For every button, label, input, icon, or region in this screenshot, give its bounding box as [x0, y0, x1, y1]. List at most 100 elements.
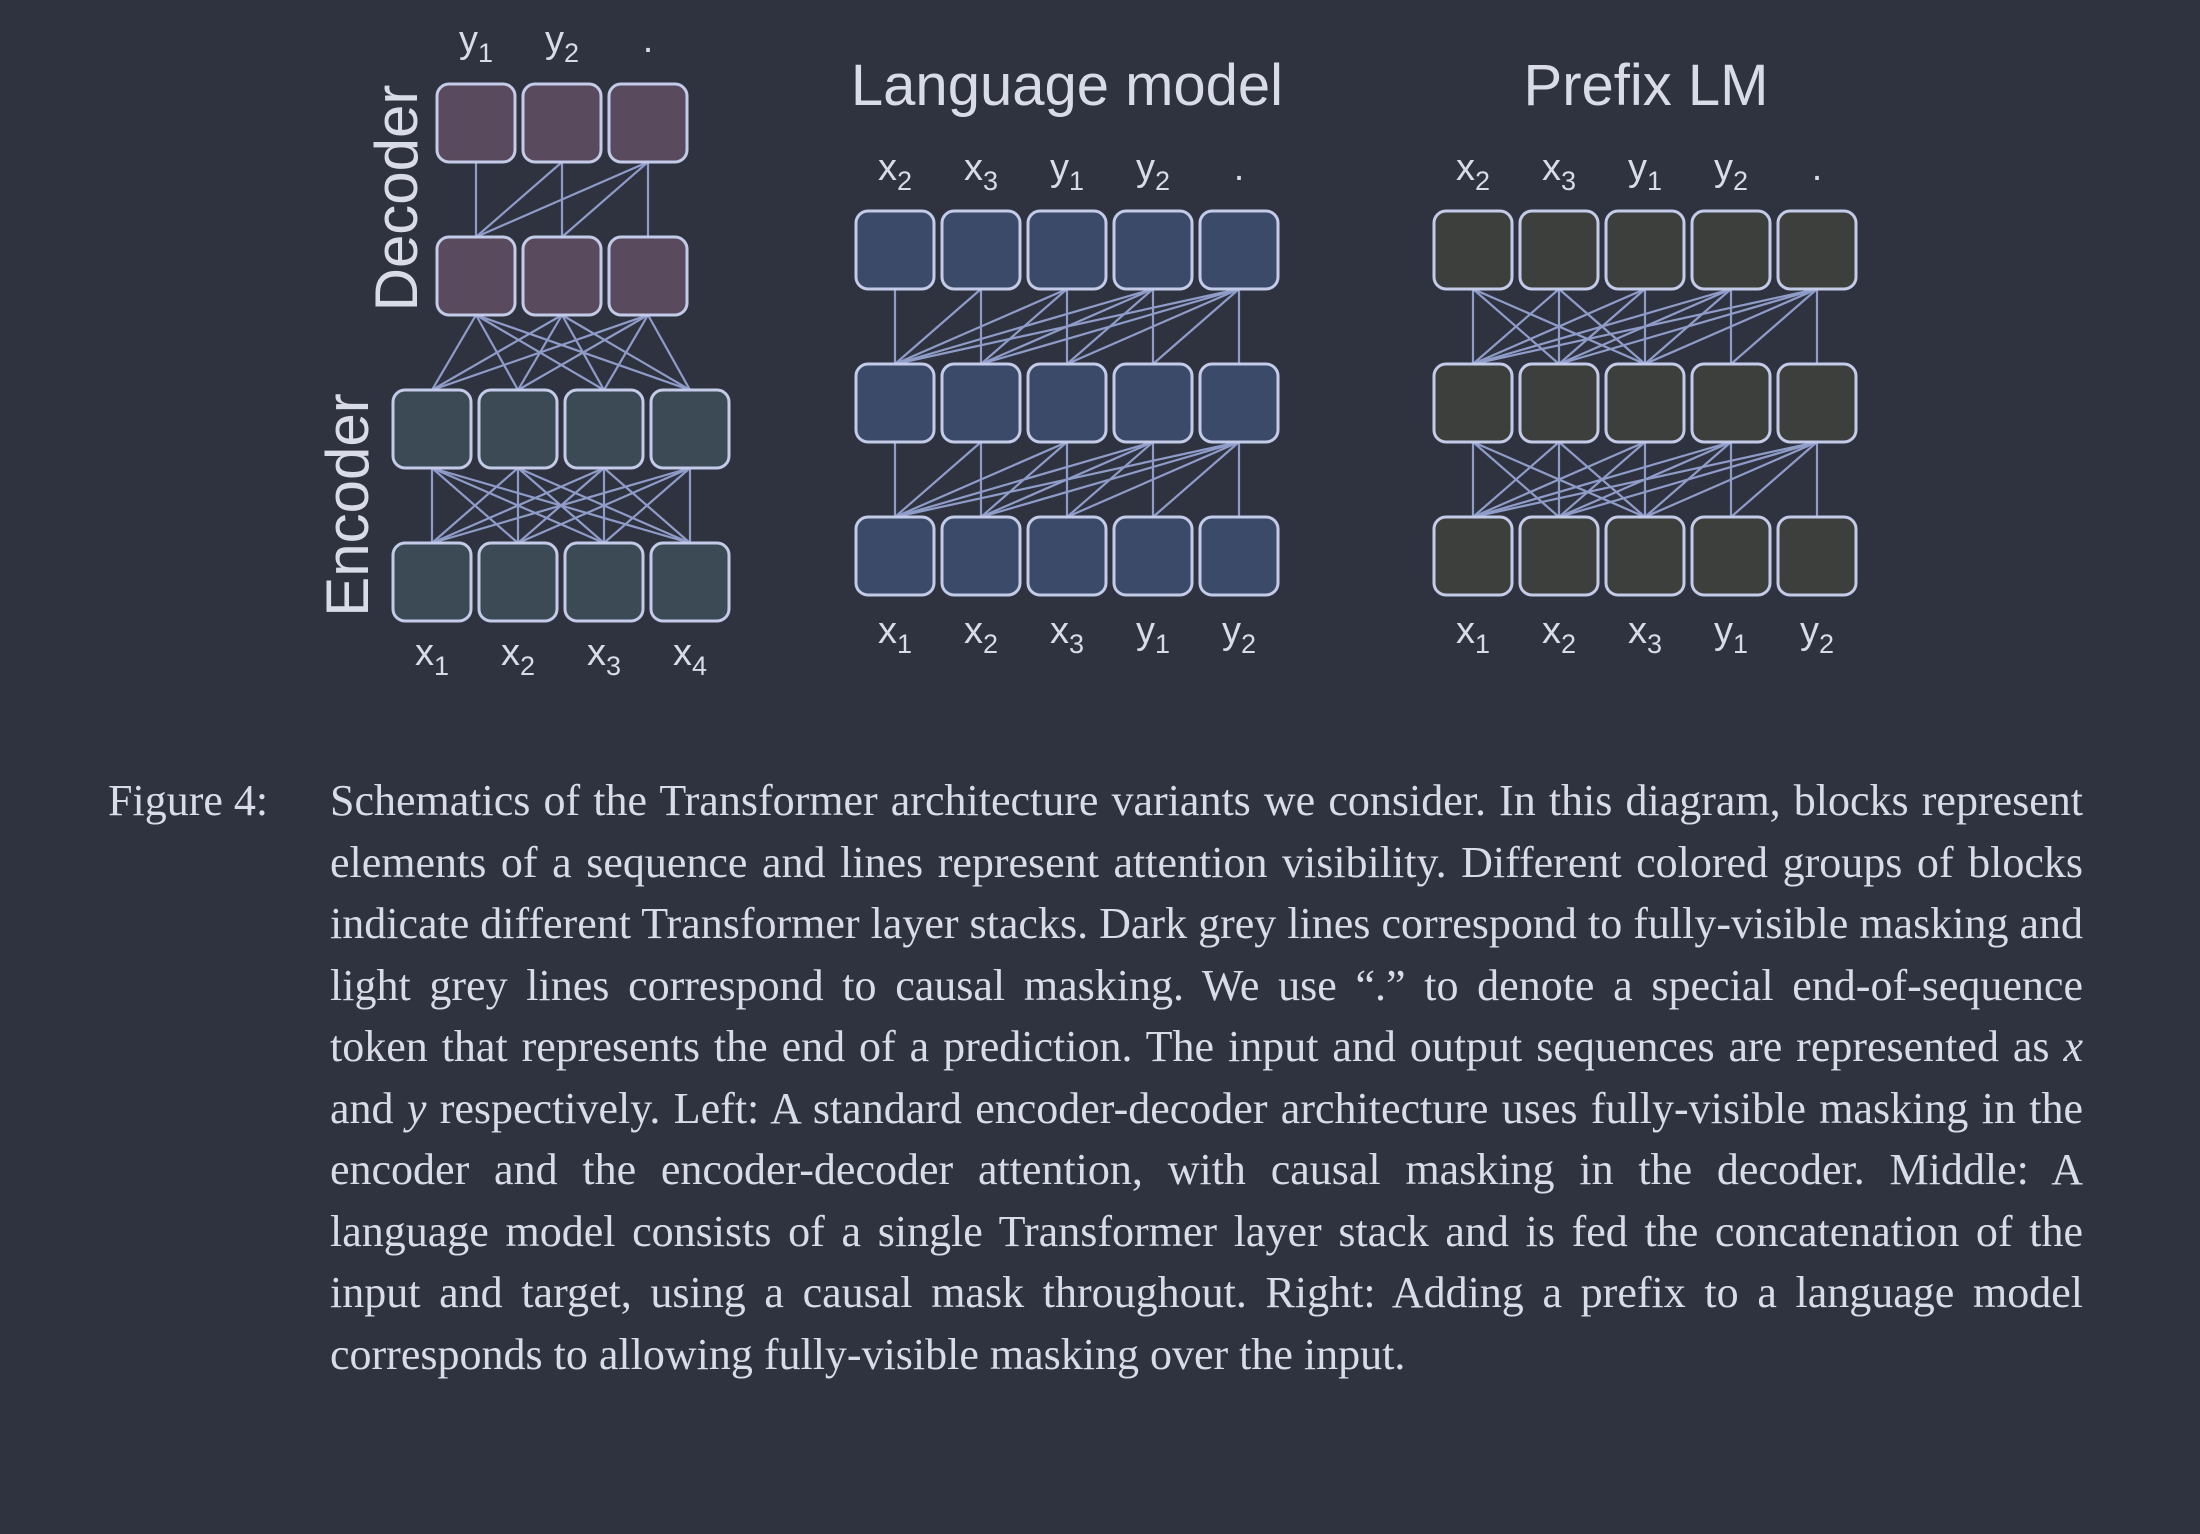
decoder-label: Decoder: [363, 85, 430, 312]
lm-output-token: x3: [964, 147, 998, 196]
lm-causal-line: [894, 440, 1240, 519]
prefix-lm-output-token-subscript: 2: [1733, 166, 1748, 196]
encdec-input-token-subscript: 3: [606, 651, 621, 681]
lm-output-token: y1: [1050, 147, 1084, 196]
prefix-lm-mask-line: [1558, 440, 1818, 519]
lm-block: [940, 209, 1022, 291]
encoder-fully-visible-line: [431, 466, 605, 545]
encoder-label: Encoder: [314, 393, 381, 616]
prefix-lm-block: [1690, 209, 1772, 291]
lm-block: [940, 362, 1022, 444]
lm-block: [1198, 362, 1280, 444]
prefix-lm-input-token-subscript: 1: [1733, 629, 1748, 659]
prefix-lm-input-token: y1: [1714, 610, 1748, 659]
lm-causal-line: [894, 287, 1240, 366]
lm-causal-line: [894, 288, 982, 365]
lm-input-token-subscript: 1: [897, 629, 912, 659]
encoder-fully-visible-line: [431, 467, 519, 544]
encdec-input-token-subscript: 2: [520, 651, 535, 681]
attention-lines: [430, 160, 1819, 545]
lm-causal-line: [894, 287, 1154, 366]
prefix-lm-output-token: x3: [1542, 147, 1576, 196]
lm-input-token: x2: [964, 610, 998, 659]
prefix-lm-output-token: y2: [1714, 147, 1748, 196]
encoder-decoder-attention-line: [647, 314, 691, 391]
decoder-block: [435, 235, 517, 317]
encoder-block: [649, 541, 731, 623]
decoder-causal-line: [475, 160, 649, 239]
lm-block: [1026, 515, 1108, 597]
prefix-lm-block: [1432, 515, 1514, 597]
figure-caption: Figure 4: Schematics of the Transformer …: [108, 770, 2083, 1385]
var-y: y: [406, 1083, 427, 1133]
encoder-fully-visible-line: [603, 467, 691, 544]
lm-causal-line: [1152, 288, 1240, 365]
caption-and: and: [330, 1083, 394, 1133]
lm-causal-line: [1066, 287, 1240, 366]
decoder-block: [521, 82, 603, 164]
prefix-lm-block: [1518, 362, 1600, 444]
lm-causal-line: [1152, 441, 1240, 518]
lm-input-token-subscript: 1: [1155, 629, 1170, 659]
encoder-decoder-attention-line: [603, 314, 649, 391]
prefix-lm-input-token-subscript: 2: [1819, 629, 1834, 659]
encdec-input-token: x1: [415, 632, 449, 681]
caption-text-part-1: Schematics of the Transformer architectu…: [330, 776, 2083, 1071]
lm-block: [1198, 515, 1280, 597]
lm-causal-line: [894, 287, 1068, 366]
prefix-lm-output-token-subscript: 1: [1647, 166, 1662, 196]
prefix-lm-mask-line: [1472, 440, 1818, 519]
lm-output-token: .: [1234, 147, 1245, 189]
caption-text-part-2: respectively. Left: A standard encoder-d…: [330, 1083, 2083, 1379]
lm-output-token-subscript: 2: [1155, 166, 1170, 196]
prefix-lm-output-token: .: [1812, 147, 1823, 189]
transformer-variants-diagram: y1 y2 . x1 x2 x3 x4 x2 x3 y1 y2 . x1 x2 x3 y1 y2 x2 x3 y1 y2…: [314, 19, 1858, 681]
decoder-block: [607, 235, 689, 317]
encoder-decoder-attention-line: [431, 314, 563, 391]
prefix-lm-output-token: x2: [1456, 147, 1490, 196]
encoder-block: [563, 541, 645, 623]
prefix-lm-block: [1518, 209, 1600, 291]
encdec-input-token: x3: [587, 632, 621, 681]
prefix-lm-mask-line: [1730, 288, 1818, 365]
lm-output-token-subscript: 2: [897, 166, 912, 196]
encdec-input-token-subscript: 4: [692, 651, 707, 681]
lm-output-token-subscript: 1: [1069, 166, 1084, 196]
encoder-block: [391, 388, 473, 470]
caption-text: Schematics of the Transformer architectu…: [330, 770, 2083, 1385]
prefix-lm-mask-line: [1472, 287, 1646, 366]
encoder-decoder-attention-line: [431, 314, 477, 391]
prefix-lm-block: [1776, 362, 1858, 444]
lm-causal-line: [980, 440, 1240, 519]
prefix-lm-block: [1604, 362, 1686, 444]
lm-block: [1026, 362, 1108, 444]
lm-input-token: x1: [878, 610, 912, 659]
prefix-lm-block: [1604, 515, 1686, 597]
prefix-lm-mask-line: [1472, 288, 1560, 365]
prefix-lm-mask-line: [1644, 287, 1818, 366]
prefix-lm-mask-line: [1558, 287, 1818, 366]
prefix-lm-output-token: y1: [1628, 147, 1662, 196]
lm-output-token-subscript: 3: [983, 166, 998, 196]
encoder-block: [477, 541, 559, 623]
lm-causal-line: [1066, 440, 1240, 519]
decoder-block: [435, 82, 517, 164]
prefix-lm-input-token: y2: [1800, 610, 1834, 659]
decoder-causal-line: [475, 161, 563, 238]
lm-causal-line: [894, 440, 1154, 519]
prefix-lm-block: [1690, 515, 1772, 597]
encoder-block: [563, 388, 645, 470]
encdec-output-token: y2: [545, 19, 579, 68]
lm-output-token: x2: [878, 147, 912, 196]
prefix-lm-block: [1518, 515, 1600, 597]
prefix-lm-mask-line: [1730, 441, 1818, 518]
decoder-block: [607, 82, 689, 164]
encdec-output-token-subscript: 2: [564, 38, 579, 68]
lm-input-token-subscript: 2: [983, 629, 998, 659]
prefix-lm-block: [1776, 209, 1858, 291]
encdec-input-token: x4: [673, 632, 707, 681]
lm-block: [1112, 362, 1194, 444]
encdec-output-token: .: [643, 19, 654, 61]
encoder-decoder-attention-line: [431, 313, 649, 392]
encdec-output-token-subscript: 1: [478, 38, 493, 68]
